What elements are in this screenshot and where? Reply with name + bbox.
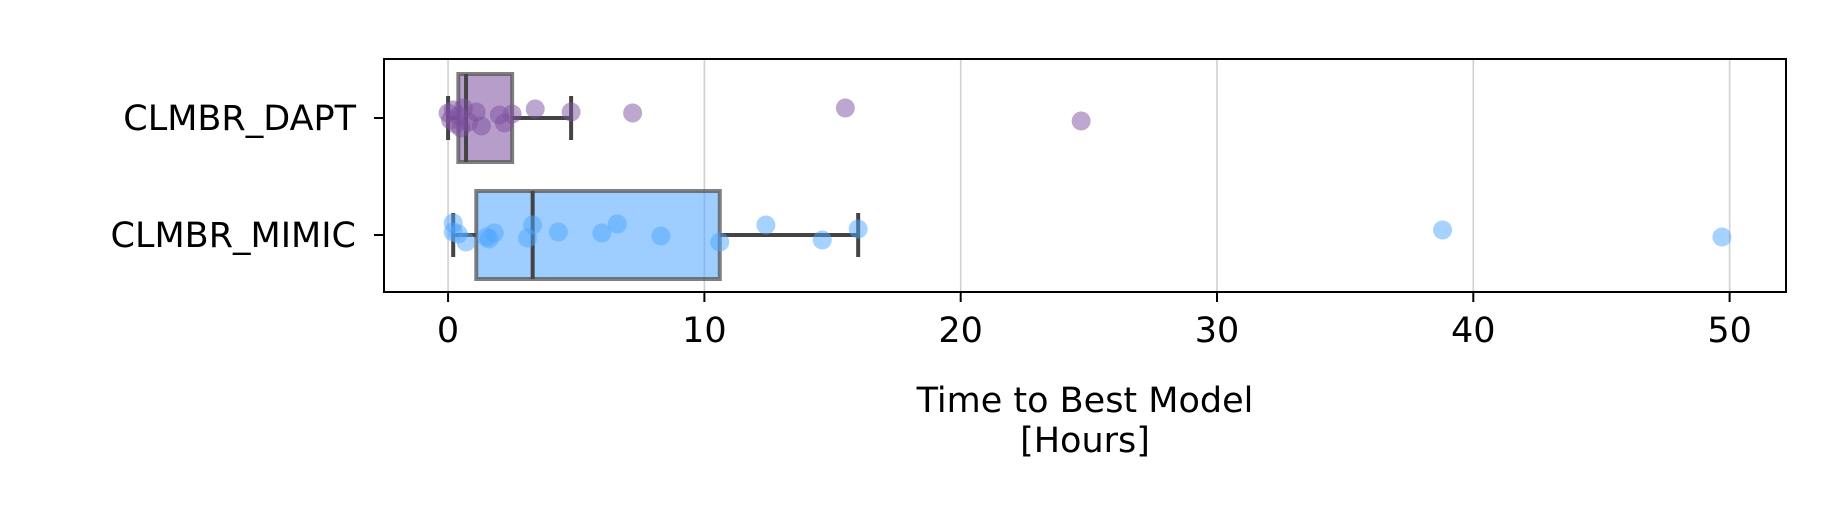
data-point [848,219,868,239]
data-point [1433,220,1453,240]
data-point [623,103,643,123]
data-point [471,116,491,136]
x-tick-label: 20 [938,311,983,351]
data-point [607,214,627,234]
data-point [479,229,499,249]
x-tick-label: 40 [1451,311,1496,351]
y-tick-label: CLMBR_MIMIC [111,216,356,256]
data-point [592,223,612,243]
x-tick-label: 0 [437,311,459,351]
data-point [548,222,568,242]
plot-frame [383,58,1787,293]
points-clmbr_mimic [443,213,1732,252]
x-axis-label-line: [Hours] [1020,421,1150,461]
y-axis-ticks: CLMBR_DAPT CLMBR_MIMIC [111,99,384,256]
data-point [651,226,671,246]
data-point [710,232,730,252]
x-tick-label: 50 [1707,311,1752,351]
data-point [812,230,832,250]
data-point [523,215,543,235]
data-point [1712,227,1732,247]
data-point [525,99,545,119]
data-point [835,98,855,118]
x-axis-label: Time to Best Model[Hours] [916,381,1254,461]
data-point [502,104,522,124]
points-clmbr_dapt [438,98,1091,138]
data-point [756,215,776,235]
data-point [456,232,476,252]
strip-points [438,98,1732,252]
x-tick-label: 10 [682,311,727,351]
x-axis-label-line: Time to Best Model [916,381,1254,421]
x-axis-ticks: 0 10 20 30 40 50 [437,292,1752,351]
grid-lines [447,59,1731,292]
data-point [561,102,581,122]
data-point [1071,111,1091,131]
y-tick-label: CLMBR_DAPT [123,99,356,139]
box-layer [446,72,861,281]
x-tick-label: 30 [1195,311,1240,351]
